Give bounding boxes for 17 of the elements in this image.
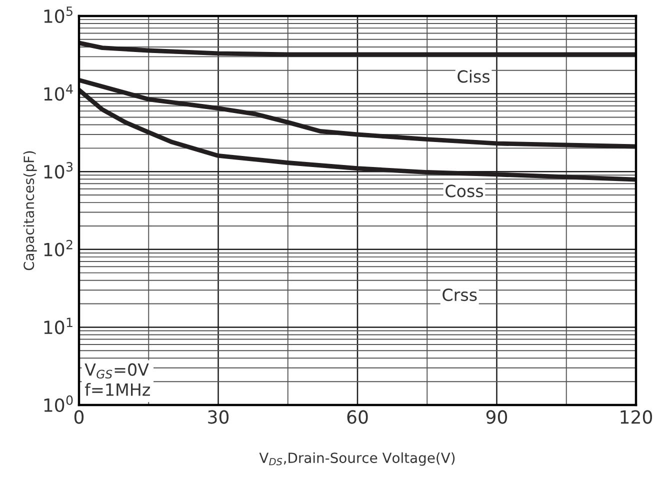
- annotation: Crss: [442, 288, 477, 302]
- annotation: Ciss: [458, 70, 490, 83]
- x-tick-label: 120: [620, 410, 652, 424]
- annotation: V$_{GS}$=0V f=1MHz: [84, 363, 150, 396]
- y-tick-label: 10$^{2}$: [44, 240, 72, 256]
- y-tick-label: 10$^{3}$: [44, 162, 73, 179]
- x-tick-label: 90: [486, 410, 508, 424]
- y-tick-label: 10$^{4}$: [44, 84, 73, 101]
- y-tick-label: 10$^{5}$: [44, 6, 72, 23]
- x-tick-label: 30: [208, 410, 229, 424]
- y-tick-label: 10$^{1}$: [44, 318, 72, 334]
- annotation: Coss: [446, 184, 484, 198]
- y-tick-label: 10$^{0}$: [44, 395, 73, 412]
- y-axis-title: Capacitances(pF): [23, 151, 37, 270]
- x-tick-label: 60: [347, 410, 368, 424]
- x-axis-title: V$_{DS}$,Drain-Source Voltage(V): [259, 452, 455, 466]
- x-tick-label: 0: [74, 410, 84, 424]
